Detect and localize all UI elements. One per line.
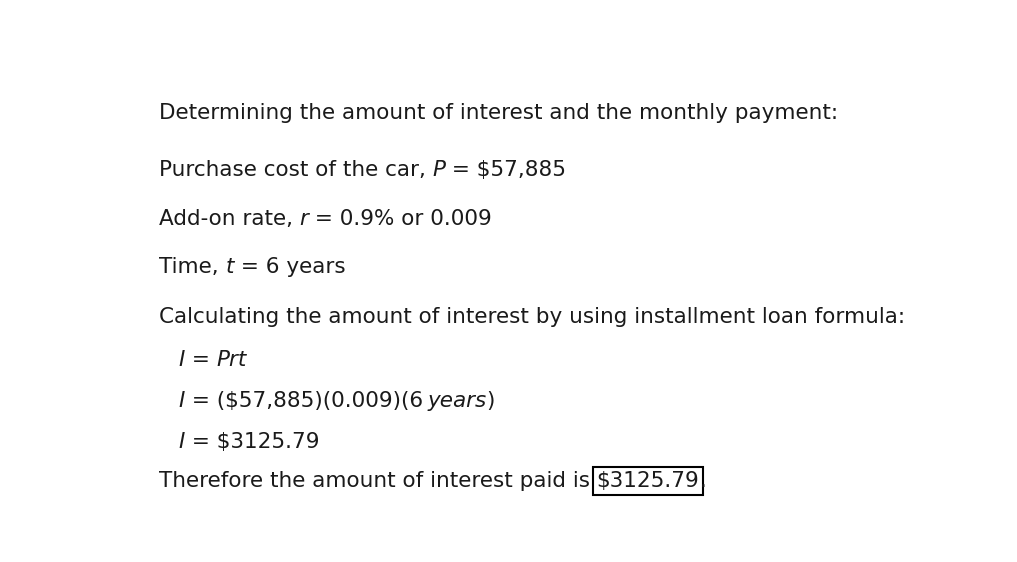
Text: I: I	[178, 391, 185, 411]
Text: years: years	[427, 391, 486, 411]
Text: = 0.9% or 0.009: = 0.9% or 0.009	[308, 210, 492, 229]
Text: $3125.79: $3125.79	[597, 471, 700, 491]
Text: I: I	[178, 432, 185, 452]
Text: = ($57,885)(0.009)(6: = ($57,885)(0.009)(6	[185, 391, 427, 411]
Text: Calculating the amount of interest by using installment loan formula:: Calculating the amount of interest by us…	[159, 307, 905, 327]
Text: P: P	[432, 160, 445, 180]
Text: I: I	[178, 350, 185, 370]
Text: t: t	[225, 257, 234, 277]
Text: Prt: Prt	[217, 350, 247, 370]
Text: = $57,885: = $57,885	[445, 160, 566, 180]
Text: = 6 years: = 6 years	[234, 257, 345, 277]
Text: = $3125.79: = $3125.79	[185, 432, 319, 452]
Text: ): )	[486, 391, 494, 411]
Text: =: =	[185, 350, 217, 370]
Text: Determining the amount of interest and the monthly payment:: Determining the amount of interest and t…	[159, 103, 838, 124]
Text: .: .	[700, 471, 706, 491]
Text: Time,: Time,	[159, 257, 225, 277]
Text: Purchase cost of the car,: Purchase cost of the car,	[159, 160, 432, 180]
Text: Therefore the amount of interest paid is: Therefore the amount of interest paid is	[159, 471, 597, 491]
Text: Add-on rate,: Add-on rate,	[159, 210, 300, 229]
Text: r: r	[300, 210, 308, 229]
